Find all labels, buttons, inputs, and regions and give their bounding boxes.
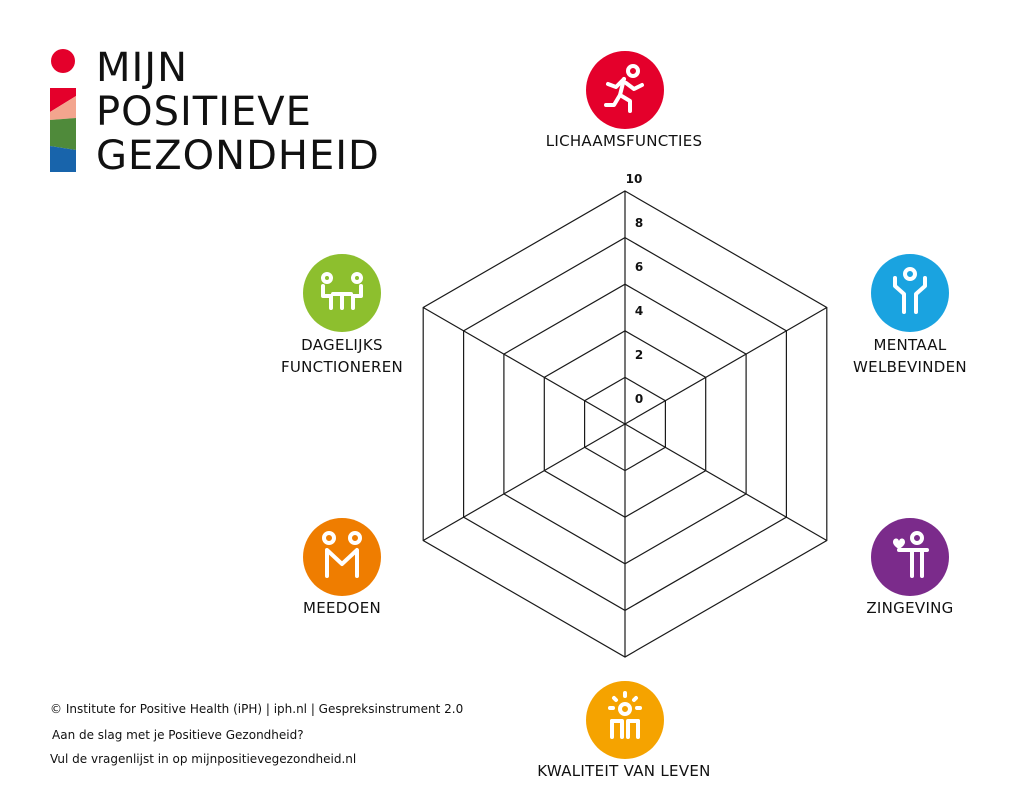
tick-label-4: 4 [634, 304, 644, 318]
kwaliteit-van-leven-label: KWALITEIT VAN LEVEN [537, 762, 711, 780]
tick-label-0: 0 [634, 392, 644, 406]
zingeving-label: ZINGEVING [866, 599, 954, 617]
meedoen-label: MEEDOEN [302, 599, 382, 617]
kwaliteit-van-leven-icon [586, 681, 664, 759]
radar-axis-6 [422, 306, 626, 425]
logo-mark [50, 49, 76, 172]
mentaal-welbevinden-label: MENTAAL WELBEVINDEN [853, 336, 967, 376]
tick-label-6: 6 [634, 260, 644, 274]
tick-label-8: 8 [634, 216, 644, 230]
radar-axis-5 [422, 423, 626, 542]
logo-line-3: GEZONDHEID [96, 133, 380, 179]
logo-line-2: POSITIEVE [96, 89, 312, 135]
lichaamsfuncties-label: LICHAAMSFUNCTIES [545, 132, 703, 150]
dagelijks-functioneren-icon [303, 254, 381, 332]
logo: MIJN POSITIEVE GEZONDHEID [0, 0, 379, 180]
footer-url: Vul de vragenlijst in op mijnpositievege… [50, 752, 357, 766]
logo-line-1: MIJN [96, 45, 189, 91]
tick-label-2: 2 [634, 348, 644, 362]
logo-bar [50, 88, 76, 172]
radar-axis-3 [624, 423, 828, 542]
footer-copyright: © Institute for Positive Health (iPH) | … [50, 702, 464, 716]
footer-cta: Aan de slag met je Positieve Gezondheid? [52, 728, 304, 742]
meedoen-icon [303, 518, 381, 596]
zingeving-icon [871, 518, 949, 596]
tick-label-10: 10 [625, 172, 643, 186]
dagelijks-functioneren-label: DAGELIJKS FUNCTIONEREN [280, 336, 404, 376]
lichaamsfuncties-icon [586, 51, 664, 129]
mentaal-welbevinden-icon [871, 254, 949, 332]
radar-axis-2 [624, 306, 828, 425]
